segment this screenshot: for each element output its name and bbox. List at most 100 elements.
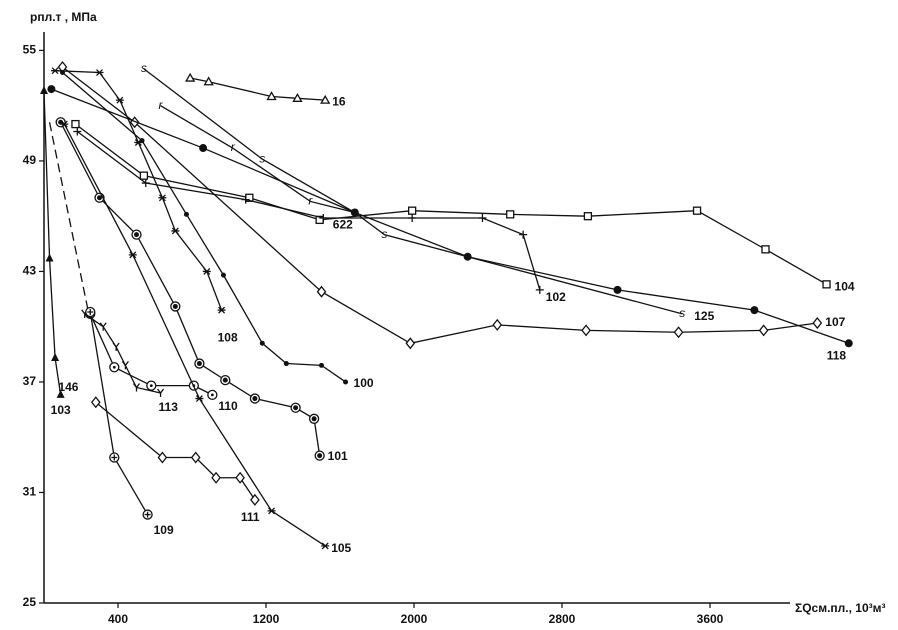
x-tick-label: 1200 <box>253 612 280 626</box>
marker <box>350 208 359 217</box>
series-label: 103 <box>51 403 71 417</box>
marker-center <box>210 393 214 397</box>
marker-center <box>311 416 317 422</box>
x-axis-label: ΣQсм.пл., 10³м³ <box>795 601 886 615</box>
marker <box>463 252 472 261</box>
marker <box>51 67 60 75</box>
series-line <box>76 130 541 291</box>
marker <box>581 324 591 337</box>
marker-letter: s <box>679 306 685 320</box>
marker <box>320 94 331 104</box>
series-line <box>62 72 346 383</box>
marker <box>535 285 544 294</box>
series <box>57 60 823 350</box>
series-label: 110 <box>218 399 238 413</box>
series <box>81 309 165 398</box>
x-tick-label: 2000 <box>401 612 428 626</box>
marker <box>492 318 503 331</box>
x-tick-label: 2800 <box>549 612 576 626</box>
marker <box>146 380 157 391</box>
series <box>185 72 331 104</box>
marker <box>73 127 82 136</box>
series <box>60 120 330 550</box>
series-label: 109 <box>154 523 174 537</box>
marker <box>131 229 142 240</box>
marker <box>321 542 330 550</box>
marker <box>259 340 265 346</box>
marker <box>308 413 320 424</box>
series-line <box>75 123 827 285</box>
marker-letter: s <box>259 151 265 165</box>
marker-center <box>134 232 139 238</box>
series-label: 104 <box>835 280 855 294</box>
y-axis-label: pпл.т , МПа <box>30 10 97 24</box>
series-label: 102 <box>546 290 566 304</box>
marker <box>56 389 65 398</box>
marker <box>183 211 189 217</box>
marker-letter: r <box>231 140 236 154</box>
marker <box>292 92 303 102</box>
marker <box>314 450 325 461</box>
series <box>48 122 90 313</box>
marker-center <box>196 361 202 367</box>
marker-center <box>87 308 94 315</box>
series-label: 125 <box>694 309 714 323</box>
series-line <box>89 311 149 515</box>
series-label: 622 <box>333 218 353 232</box>
marker <box>51 353 60 362</box>
marker <box>220 272 226 278</box>
marker <box>90 396 101 409</box>
marker <box>506 210 515 219</box>
marker <box>139 171 149 180</box>
marker <box>692 206 702 215</box>
marker <box>112 342 120 351</box>
marker <box>613 285 622 294</box>
series-line <box>84 313 161 394</box>
marker <box>519 230 528 239</box>
marker <box>203 76 214 86</box>
marker <box>343 379 349 385</box>
marker <box>85 306 96 318</box>
marker <box>121 361 129 370</box>
y-tick-label: 25 <box>23 595 37 609</box>
marker <box>673 326 684 339</box>
marker <box>141 179 150 188</box>
marker <box>134 139 143 146</box>
marker <box>99 322 107 331</box>
marker <box>185 72 196 82</box>
series <box>55 117 325 461</box>
series <box>51 67 226 314</box>
marker <box>158 194 167 202</box>
series <box>85 306 153 520</box>
marker-center <box>293 405 299 411</box>
marker <box>45 253 54 262</box>
marker <box>812 316 823 330</box>
marker <box>761 245 770 254</box>
series-label: 105 <box>331 541 351 555</box>
series-line <box>60 121 321 456</box>
x-tick-label: 400 <box>108 612 128 626</box>
series <box>40 85 65 398</box>
marker <box>171 227 180 235</box>
marker <box>249 393 261 404</box>
marker-center <box>112 365 116 369</box>
marker <box>128 251 137 259</box>
series-label: 108 <box>218 330 238 344</box>
series-line <box>160 105 355 214</box>
series: sssss <box>141 61 685 320</box>
marker-center <box>252 396 258 402</box>
y-tick-label: 37 <box>23 374 37 388</box>
marker-center <box>97 195 102 201</box>
series-label: 111 <box>241 510 260 524</box>
marker <box>95 69 104 76</box>
marker <box>202 267 211 275</box>
series-label: 101 <box>328 449 348 463</box>
marker <box>266 91 277 101</box>
marker-center <box>222 377 228 383</box>
series-line <box>63 123 326 547</box>
marker <box>220 374 231 386</box>
marker <box>290 402 301 413</box>
marker <box>71 119 80 129</box>
